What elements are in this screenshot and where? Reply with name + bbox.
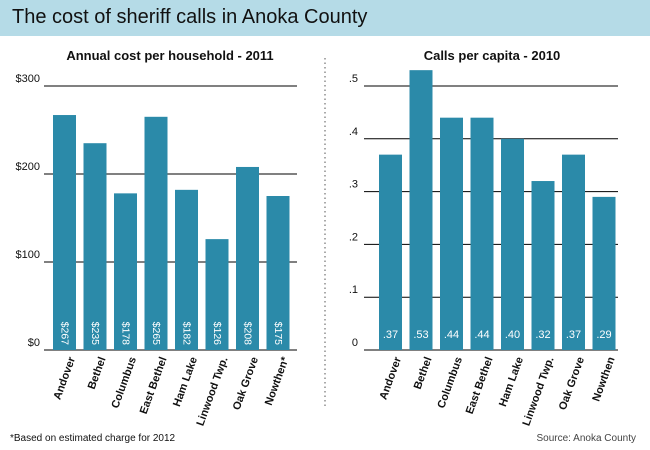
- calls-bar-7: [592, 196, 616, 350]
- calls-data-label: .37: [566, 329, 581, 341]
- calls-category-label: East Bethel: [464, 355, 496, 415]
- cost-bar-2: [114, 193, 137, 350]
- calls-y-tick-label: 0: [352, 337, 358, 349]
- calls-category-label: Andover: [378, 355, 405, 402]
- calls-data-label: .44: [444, 329, 459, 341]
- calls-data-label: .32: [535, 329, 550, 341]
- cost-chart-title: Annual cost per household - 2011: [66, 48, 273, 63]
- calls-data-label: .44: [474, 329, 489, 341]
- calls-y-tick-label: .5: [349, 73, 358, 85]
- cost-y-tick-label: $200: [16, 161, 40, 173]
- cost-category-label: Bethel: [86, 355, 109, 391]
- cost-data-label: $182: [181, 322, 193, 346]
- cost-y-tick-label: $300: [16, 73, 40, 85]
- cost-data-label: $235: [89, 322, 101, 346]
- calls-data-label: .37: [383, 329, 398, 341]
- cost-y-tick-label: $0: [28, 337, 40, 349]
- calls-category-label: Nowthen: [590, 355, 617, 403]
- calls-y-tick-label: .3: [349, 179, 358, 191]
- cost-bar-3: [144, 116, 168, 350]
- cost-bar-5: [205, 239, 229, 350]
- calls-bar-2: [440, 117, 463, 351]
- calls-bar-3: [470, 117, 494, 351]
- cost-category-label: East Bethel: [138, 355, 170, 415]
- calls-category-label: Columbus: [435, 355, 465, 410]
- calls-category-label: Ham Lake: [497, 355, 526, 408]
- cost-category-label: Linwood Twp.: [195, 355, 231, 427]
- cost-category-label: Andover: [52, 355, 79, 402]
- calls-data-label: .29: [596, 329, 611, 341]
- cost-category-label: Columbus: [109, 355, 139, 410]
- footnote: *Based on estimated charge for 2012: [10, 433, 176, 444]
- cost-category-label: Ham Lake: [171, 355, 200, 408]
- cost-bar-4: [175, 189, 198, 350]
- cost-data-label: $126: [211, 322, 223, 346]
- calls-bar-4: [501, 138, 524, 350]
- cost-data-label: $267: [59, 322, 71, 346]
- calls-chart-title: Calls per capita - 2010: [424, 48, 561, 63]
- calls-category-label: Linwood Twp.: [521, 355, 557, 427]
- cost-data-label: $208: [242, 322, 254, 346]
- calls-data-label: .53: [413, 329, 428, 341]
- cost-data-label: $175: [272, 322, 284, 346]
- cost-data-label: $265: [150, 322, 162, 346]
- calls-y-tick-label: .1: [349, 284, 358, 296]
- calls-bar-6: [562, 154, 585, 350]
- calls-y-tick-label: .2: [349, 231, 358, 243]
- cost-category-label: Nowthen*: [263, 355, 292, 407]
- page-title: The cost of sheriff calls in Anoka Count…: [12, 6, 368, 28]
- source-credit: Source: Anoka County: [536, 433, 636, 444]
- calls-category-label: Oak Grove: [557, 355, 587, 411]
- title-band: The cost of sheriff calls in Anoka Count…: [0, 0, 650, 36]
- cost-bar-0: [53, 115, 76, 350]
- calls-category-label: Bethel: [412, 355, 435, 391]
- calls-bar-1: [409, 70, 433, 350]
- cost-y-tick-label: $100: [16, 249, 40, 261]
- calls-bar-0: [379, 154, 402, 350]
- cost-category-label: Oak Grove: [231, 355, 261, 411]
- cost-bar-7: [266, 196, 290, 350]
- charts-area: Annual cost per household - 2011 $0 $100 $2…: [16, 48, 618, 428]
- cost-data-label: $178: [120, 322, 132, 346]
- calls-y-tick-label: .4: [349, 126, 358, 138]
- calls-data-label: .40: [505, 329, 520, 341]
- calls-bar-5: [531, 181, 555, 350]
- cost-bar-1: [83, 143, 107, 350]
- cost-bar-6: [236, 166, 259, 350]
